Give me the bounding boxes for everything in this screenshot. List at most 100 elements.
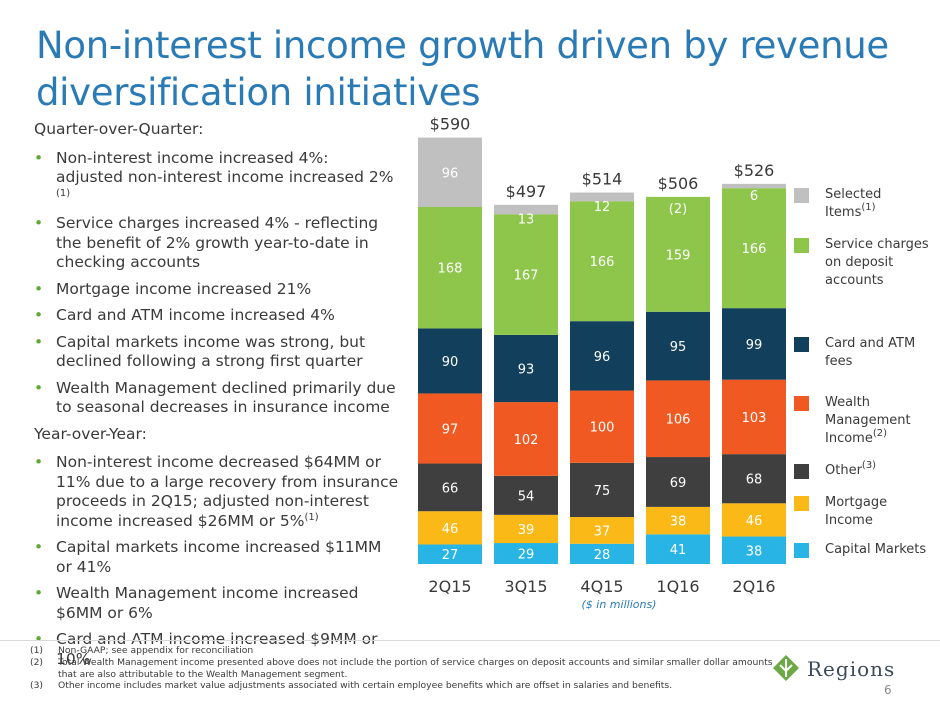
bar-segment — [646, 311, 710, 381]
bar-segment — [646, 196, 710, 312]
legend-swatch — [794, 238, 809, 253]
footnote-ref: (1) — [304, 511, 319, 523]
bar-value-label: 90 — [442, 355, 459, 370]
bar-segment — [418, 511, 482, 545]
bar-segment — [494, 514, 558, 544]
bar-total-label: $506 — [658, 174, 699, 193]
footnote-number: (3) — [30, 680, 44, 692]
qoq-bullet: Service charges increased 4% - reflectin… — [34, 214, 399, 273]
bar-segment — [646, 457, 710, 507]
x-axis-tick-label: 1Q16 — [656, 577, 699, 596]
page-number: 6 — [884, 683, 892, 697]
bar-value-label: 69 — [670, 476, 687, 491]
qoq-bullet: Wealth Management declined primarily due… — [34, 379, 399, 418]
qoq-bullet-text: Wealth Management declined primarily due… — [56, 378, 396, 417]
bar-value-label: 28 — [594, 548, 611, 563]
bar-value-label: 96 — [594, 350, 611, 365]
legend-label: Other(3) — [825, 460, 877, 479]
legend-swatch — [794, 188, 809, 203]
bar-value-label: 38 — [746, 544, 763, 559]
footnote-ref: (2) — [872, 428, 888, 439]
bar-segment — [570, 543, 634, 564]
bar-segment — [570, 201, 634, 322]
bar-value-label: 75 — [594, 484, 611, 499]
bar-segment — [418, 206, 482, 329]
bar-segment — [494, 214, 558, 335]
bar-segment — [494, 402, 558, 476]
yoy-bullet-text: Wealth Management income increased $6MM … — [56, 584, 359, 622]
x-axis-tick-label: 3Q15 — [504, 577, 547, 596]
bar-segment — [646, 506, 710, 535]
bar-segment — [722, 188, 786, 309]
bar-value-label: 106 — [666, 413, 691, 428]
bar-value-label: 46 — [442, 522, 459, 537]
bar-value-label: 29 — [518, 548, 535, 563]
bar-segment — [570, 321, 634, 391]
bar-value-label: 168 — [438, 262, 463, 277]
qoq-bullet: Capital markets income was strong, but d… — [34, 333, 399, 372]
bar-segment — [418, 544, 482, 564]
footnotes: (1) Non-GAAP; see appendix for reconcilia… — [30, 645, 790, 692]
qoq-bullet-text: Mortgage income increased 21% — [56, 279, 312, 298]
qoq-bullet: Card and ATM income increased 4% — [34, 306, 399, 326]
bar-segment — [722, 379, 786, 455]
bar-total-label: $526 — [734, 161, 775, 180]
qoq-bullet-text: Non-interest income increased 4%: adjust… — [56, 148, 394, 187]
bar-segment — [570, 462, 634, 518]
stacked-bar-chart: 27 46 66 97 90 168 96 $590 2Q15 29 39 54 102 93 167 13 $… — [418, 115, 786, 596]
bar-segment — [570, 390, 634, 463]
bar-value-label: 167 — [514, 269, 539, 284]
regions-logo: Regions — [771, 653, 921, 683]
footnote: (3) Other income includes market value ad… — [30, 680, 790, 692]
bar-total-label: $590 — [430, 115, 471, 134]
bar-segment — [494, 475, 558, 515]
qoq-bullet: Non-interest income increased 4%: adjust… — [34, 149, 399, 208]
legend-swatch — [794, 396, 809, 411]
bar-value-label: (2) — [669, 202, 687, 217]
bar-segment — [722, 308, 786, 380]
footnote-text: Other income includes market value adjus… — [58, 680, 673, 692]
footnote-number: (2) — [30, 656, 44, 668]
bar-value-label: 100 — [590, 421, 615, 436]
legend-swatch — [794, 464, 809, 479]
footnote: (2) Total Wealth Management income presen… — [30, 657, 790, 681]
legend-label: Mortgage Income — [825, 495, 888, 528]
footnote-number: (1) — [30, 645, 44, 656]
bar-segment — [646, 380, 710, 458]
bar-segment — [722, 183, 786, 189]
bar-segment — [494, 543, 558, 564]
qoq-heading: Quarter-over-Quarter: — [34, 120, 204, 138]
bar-value-label: 102 — [514, 433, 539, 448]
yoy-bullet: Wealth Management income increased $6MM … — [34, 584, 399, 623]
bar-segment — [646, 534, 710, 564]
yoy-heading: Year-over-Year: — [34, 424, 147, 443]
bar-segment — [722, 454, 786, 504]
yoy-bullet-list: Non-interest income decreased $64MM or 1… — [34, 453, 399, 669]
bar-value-label: 27 — [442, 548, 459, 563]
bar-value-label: 6 — [750, 189, 758, 204]
bar-value-label: 46 — [746, 514, 763, 529]
bar-segment — [722, 536, 786, 564]
footnote-ref: (3) — [861, 460, 877, 471]
yoy-bullet-text: Capital markets income increased $11MM o… — [56, 538, 382, 576]
legend-swatch — [794, 496, 809, 511]
yoy-bullet: Capital markets income increased $11MM o… — [34, 538, 399, 577]
footnote-text: Non-GAAP; see appendix for reconciliatio… — [58, 645, 254, 656]
legend-label: Card and ATM fees — [825, 336, 916, 369]
legend-label: Selected Items(1) — [825, 187, 882, 220]
bar-segment — [494, 204, 558, 215]
yoy-bullet: Non-interest income decreased $64MM or 1… — [34, 453, 399, 531]
bar-value-label: 93 — [518, 363, 535, 378]
bar-value-label: 12 — [594, 200, 611, 215]
legend-label: Capital Markets — [825, 542, 927, 557]
bar-segment — [418, 137, 482, 207]
footnote-ref: (1) — [56, 187, 71, 199]
bar-segment — [418, 393, 482, 464]
qoq-bullet-list: Non-interest income increased 4%: adjust… — [34, 149, 399, 418]
logo-wordmark: Regions — [807, 657, 896, 681]
x-axis-tick-label: 2Q16 — [732, 577, 775, 596]
bar-value-label: 95 — [670, 340, 687, 355]
bar-value-label: 68 — [746, 473, 763, 488]
yoy-bullet-text: Card and ATM income increased $9MM or 10… — [56, 630, 378, 668]
bar-value-label: 96 — [442, 166, 459, 181]
